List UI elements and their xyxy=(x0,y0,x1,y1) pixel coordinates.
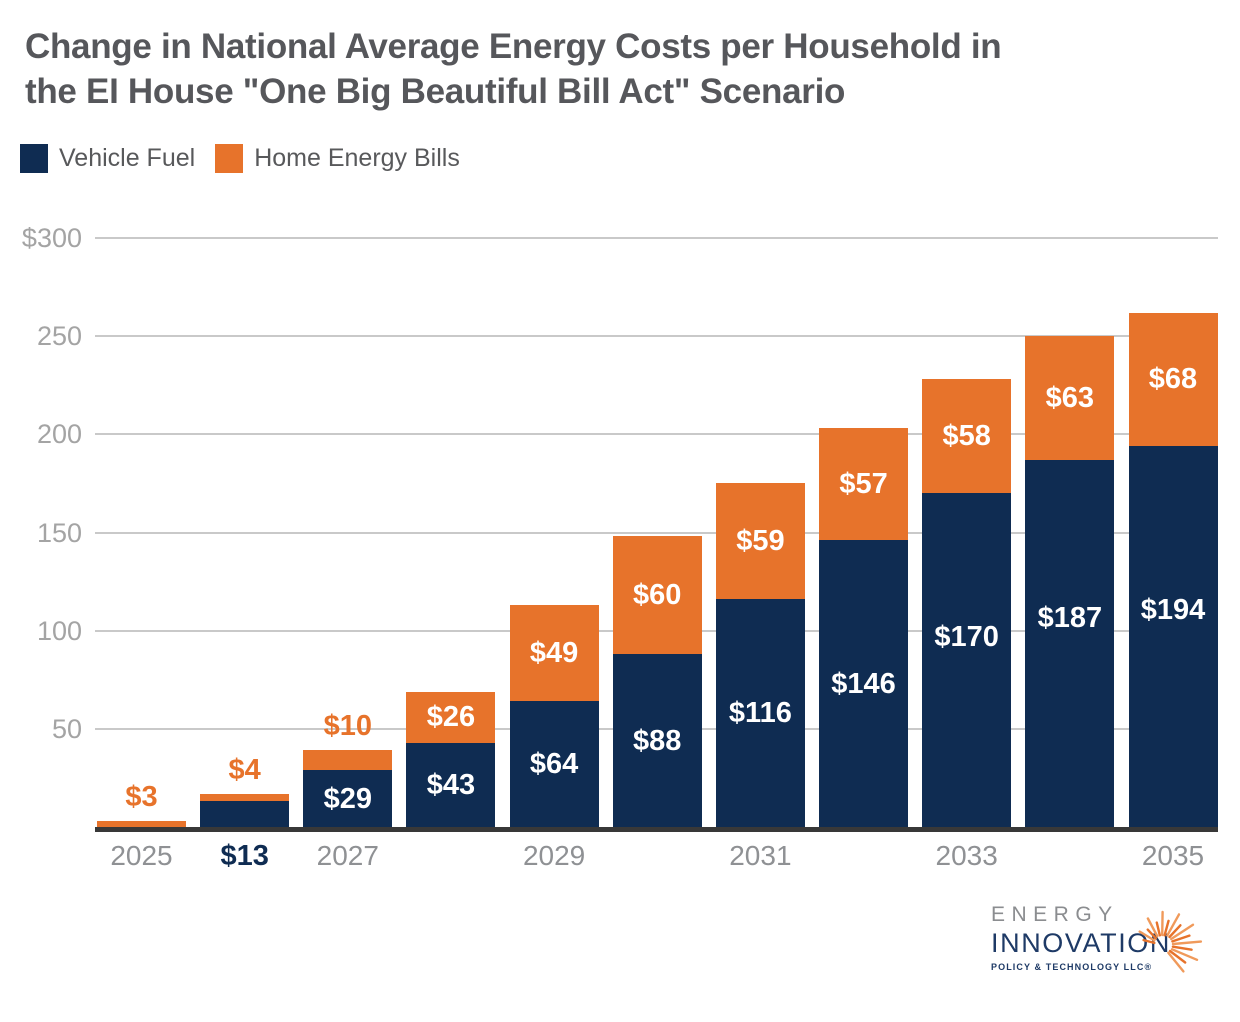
bar-segment-home-energy-2033 xyxy=(922,379,1012,494)
x-axis-label-2031: 2031 xyxy=(729,840,792,871)
x-axis-line xyxy=(95,827,1218,832)
gridline-300 xyxy=(95,237,1218,239)
bar-label-home-energy-2033: $58 xyxy=(942,420,991,453)
bar-segment-home-energy-2035 xyxy=(1128,312,1218,447)
bar-segment-home-energy-2027 xyxy=(303,750,393,771)
bar-label-home-energy-2027: $10 xyxy=(323,710,372,743)
y-axis-label-50: 50 xyxy=(51,713,82,744)
bar-label-vehicle-fuel-2027: $29 xyxy=(323,782,372,815)
y-axis-label-100: 100 xyxy=(36,615,82,646)
chart-title-line2: the EI House "One Big Beautiful Bill Act… xyxy=(25,72,846,111)
x-axis-label-2025: 2025 xyxy=(110,840,173,871)
bar-segment-vehicle-fuel-2027 xyxy=(303,770,393,827)
bar-segment-vehicle-fuel-2029 xyxy=(509,701,599,827)
bar-segment-vehicle-fuel-2026 xyxy=(200,801,290,827)
bar-segment-vehicle-fuel-2031 xyxy=(715,599,805,827)
y-axis-label-200: 200 xyxy=(36,419,82,450)
x-axis-label-2033: 2033 xyxy=(935,840,998,871)
gridline-200 xyxy=(95,433,1218,436)
bar-label-vehicle-fuel-2035: $194 xyxy=(1140,593,1206,626)
bar-segment-home-energy-2030 xyxy=(612,536,702,655)
bar-label-vehicle-fuel-2034: $187 xyxy=(1037,601,1103,634)
bar-label-home-energy-2030: $60 xyxy=(633,579,682,612)
sunburst-icon xyxy=(1138,910,1203,973)
y-axis-label-300: $300 xyxy=(21,223,82,253)
legend-label-vehicle-fuel: Vehicle Fuel xyxy=(59,144,196,172)
logo-policy-technology-text: POLICY & TECHNOLOGY LLC® xyxy=(991,962,1153,972)
legend-label-home-energy-bills: Home Energy Bills xyxy=(254,144,460,172)
bar-segment-home-energy-2028 xyxy=(406,691,496,743)
bar-label-vehicle-fuel-2032: $146 xyxy=(831,667,896,700)
bar-label-vehicle-fuel-2033: $170 xyxy=(934,620,999,653)
bar-label-vehicle-fuel-2026: $13 xyxy=(220,840,269,872)
bar-label-home-energy-2031: $59 xyxy=(736,525,785,558)
bar-segment-home-energy-2034 xyxy=(1025,336,1115,460)
logo-innovation-text: INNOVATION xyxy=(991,928,1172,958)
bar-label-vehicle-fuel-2031: $116 xyxy=(728,697,792,730)
bar-label-vehicle-fuel-2030: $88 xyxy=(633,724,682,757)
bar-segment-vehicle-fuel-2028 xyxy=(406,742,496,827)
vehicle-fuel-swatch-icon xyxy=(20,144,48,173)
bar-label-home-energy-2028: $26 xyxy=(426,701,476,734)
bar-label-vehicle-fuel-2028: $43 xyxy=(426,768,476,801)
legend-item-vehicle-fuel: Vehicle Fuel xyxy=(20,144,195,173)
bar-segment-home-energy-2025 xyxy=(97,821,186,827)
bar-segment-vehicle-fuel-2033 xyxy=(922,493,1012,827)
bar-label-home-energy-2034: $63 xyxy=(1045,382,1095,414)
bar-segment-vehicle-fuel-2035 xyxy=(1128,446,1218,827)
legend: Vehicle Fuel Home Energy Bills xyxy=(20,144,460,173)
bar-label-home-energy-2026: $4 xyxy=(228,753,261,786)
bar-label-vehicle-fuel-2029: $64 xyxy=(529,748,579,781)
home-energy-bills-swatch-icon xyxy=(215,144,244,173)
chart-title: Change in National Average Energy Costs … xyxy=(25,24,1215,114)
bar-label-home-energy-2029: $49 xyxy=(529,637,579,670)
bar-label-home-energy-2025: $3 xyxy=(125,781,158,814)
bar-segment-vehicle-fuel-2032 xyxy=(819,540,909,827)
bar-segment-home-energy-2031 xyxy=(715,483,805,600)
bar-segment-home-energy-2029 xyxy=(509,605,599,702)
x-axis-label-2027: 2027 xyxy=(316,840,379,871)
y-axis-label-250: 250 xyxy=(36,321,82,352)
energy-innovation-logo: ENERGY INNOVATION POLICY & TECHNOLOGY LL… xyxy=(991,903,1171,972)
y-axis-label-150: 150 xyxy=(36,517,82,548)
gridline-150 xyxy=(95,531,1218,534)
chart-title-line1: Change in National Average Energy Costs … xyxy=(25,27,1002,66)
logo-energy-text: ENERGY xyxy=(991,903,1119,926)
bar-segment-vehicle-fuel-2034 xyxy=(1025,459,1115,827)
legend-item-home-energy-bills: Home Energy Bills xyxy=(215,144,460,173)
x-axis-label-2029: 2029 xyxy=(522,840,586,871)
bar-segment-home-energy-2026 xyxy=(200,793,290,802)
bar-label-home-energy-2035: $68 xyxy=(1148,363,1198,396)
bar-label-home-energy-2032: $57 xyxy=(839,468,888,501)
bar-segment-home-energy-2032 xyxy=(819,428,909,541)
bar-segment-vehicle-fuel-2030 xyxy=(612,654,702,827)
x-axis-label-2035: 2035 xyxy=(1141,840,1205,871)
gridline-250 xyxy=(95,335,1218,338)
